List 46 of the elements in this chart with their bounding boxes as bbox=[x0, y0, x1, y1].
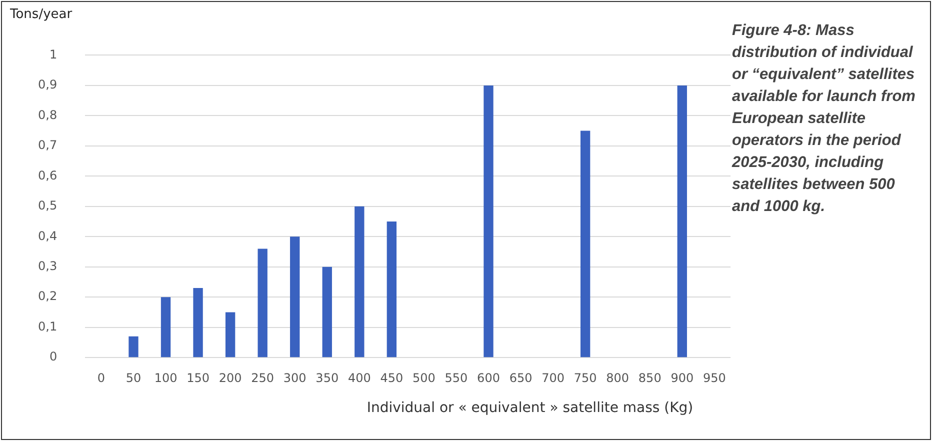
y-tick-label: 0,2 bbox=[38, 289, 58, 304]
bar bbox=[386, 222, 397, 358]
y-tick-label: 0,3 bbox=[38, 259, 58, 274]
bar bbox=[290, 236, 300, 358]
y-tick-label: 0,9 bbox=[38, 78, 58, 92]
x-tick-label: 950 bbox=[702, 370, 726, 385]
x-tick-label: 0 bbox=[97, 370, 106, 385]
y-tick-label: 0,8 bbox=[38, 108, 58, 122]
x-tick-label: 500 bbox=[412, 370, 436, 385]
y-tick-label: 0,1 bbox=[38, 319, 58, 334]
bar bbox=[354, 206, 364, 358]
y-tick-label: 0,7 bbox=[38, 138, 58, 152]
x-tick-label: 750 bbox=[574, 370, 597, 385]
y-tick-label: 0,4 bbox=[38, 228, 58, 243]
x-tick-label: 400 bbox=[348, 370, 371, 385]
x-tick-label: 900 bbox=[670, 370, 694, 385]
x-tick-label: 700 bbox=[542, 370, 565, 385]
x-tick-label: 200 bbox=[218, 370, 242, 385]
x-tick-label: 300 bbox=[283, 370, 306, 385]
x-axis-title: Individual or « equivalent » satellite mass (Kg) bbox=[366, 400, 694, 416]
bar bbox=[225, 312, 236, 358]
x-tick-label: 800 bbox=[606, 370, 630, 385]
x-tick-label: 650 bbox=[509, 370, 532, 385]
y-tick-label: 1 bbox=[49, 47, 58, 62]
x-tick-label: 850 bbox=[638, 370, 662, 385]
x-tick-label: 50 bbox=[126, 370, 142, 385]
bar bbox=[580, 130, 590, 358]
bar bbox=[484, 85, 494, 358]
x-tick-label: 600 bbox=[477, 370, 500, 385]
x-tick-label: 250 bbox=[251, 370, 274, 385]
text: Figure 4-8: Mass distribution of individual or “equivalent” satellites available for launch from European satellite operators in the period 2025-2030, including satellites between 500 and 1000 kg. bbox=[732, 22, 916, 215]
y-tick-label: 0 bbox=[49, 350, 58, 364]
x-tick-label: 350 bbox=[316, 370, 339, 385]
x-tick-label: 150 bbox=[186, 370, 210, 385]
x-tick-label: 100 bbox=[154, 370, 178, 385]
bar bbox=[193, 288, 203, 358]
bar bbox=[258, 248, 268, 358]
bar bbox=[677, 85, 687, 358]
y-tick-label: 0,6 bbox=[38, 168, 58, 182]
bar bbox=[128, 336, 138, 358]
y-tick-label: 0,5 bbox=[38, 198, 58, 213]
y-axis-title: Tons/year bbox=[10, 7, 72, 22]
bar bbox=[160, 297, 171, 358]
x-tick-label: 450 bbox=[380, 370, 404, 385]
bar bbox=[322, 266, 332, 358]
x-tick-label: 550 bbox=[444, 370, 468, 385]
